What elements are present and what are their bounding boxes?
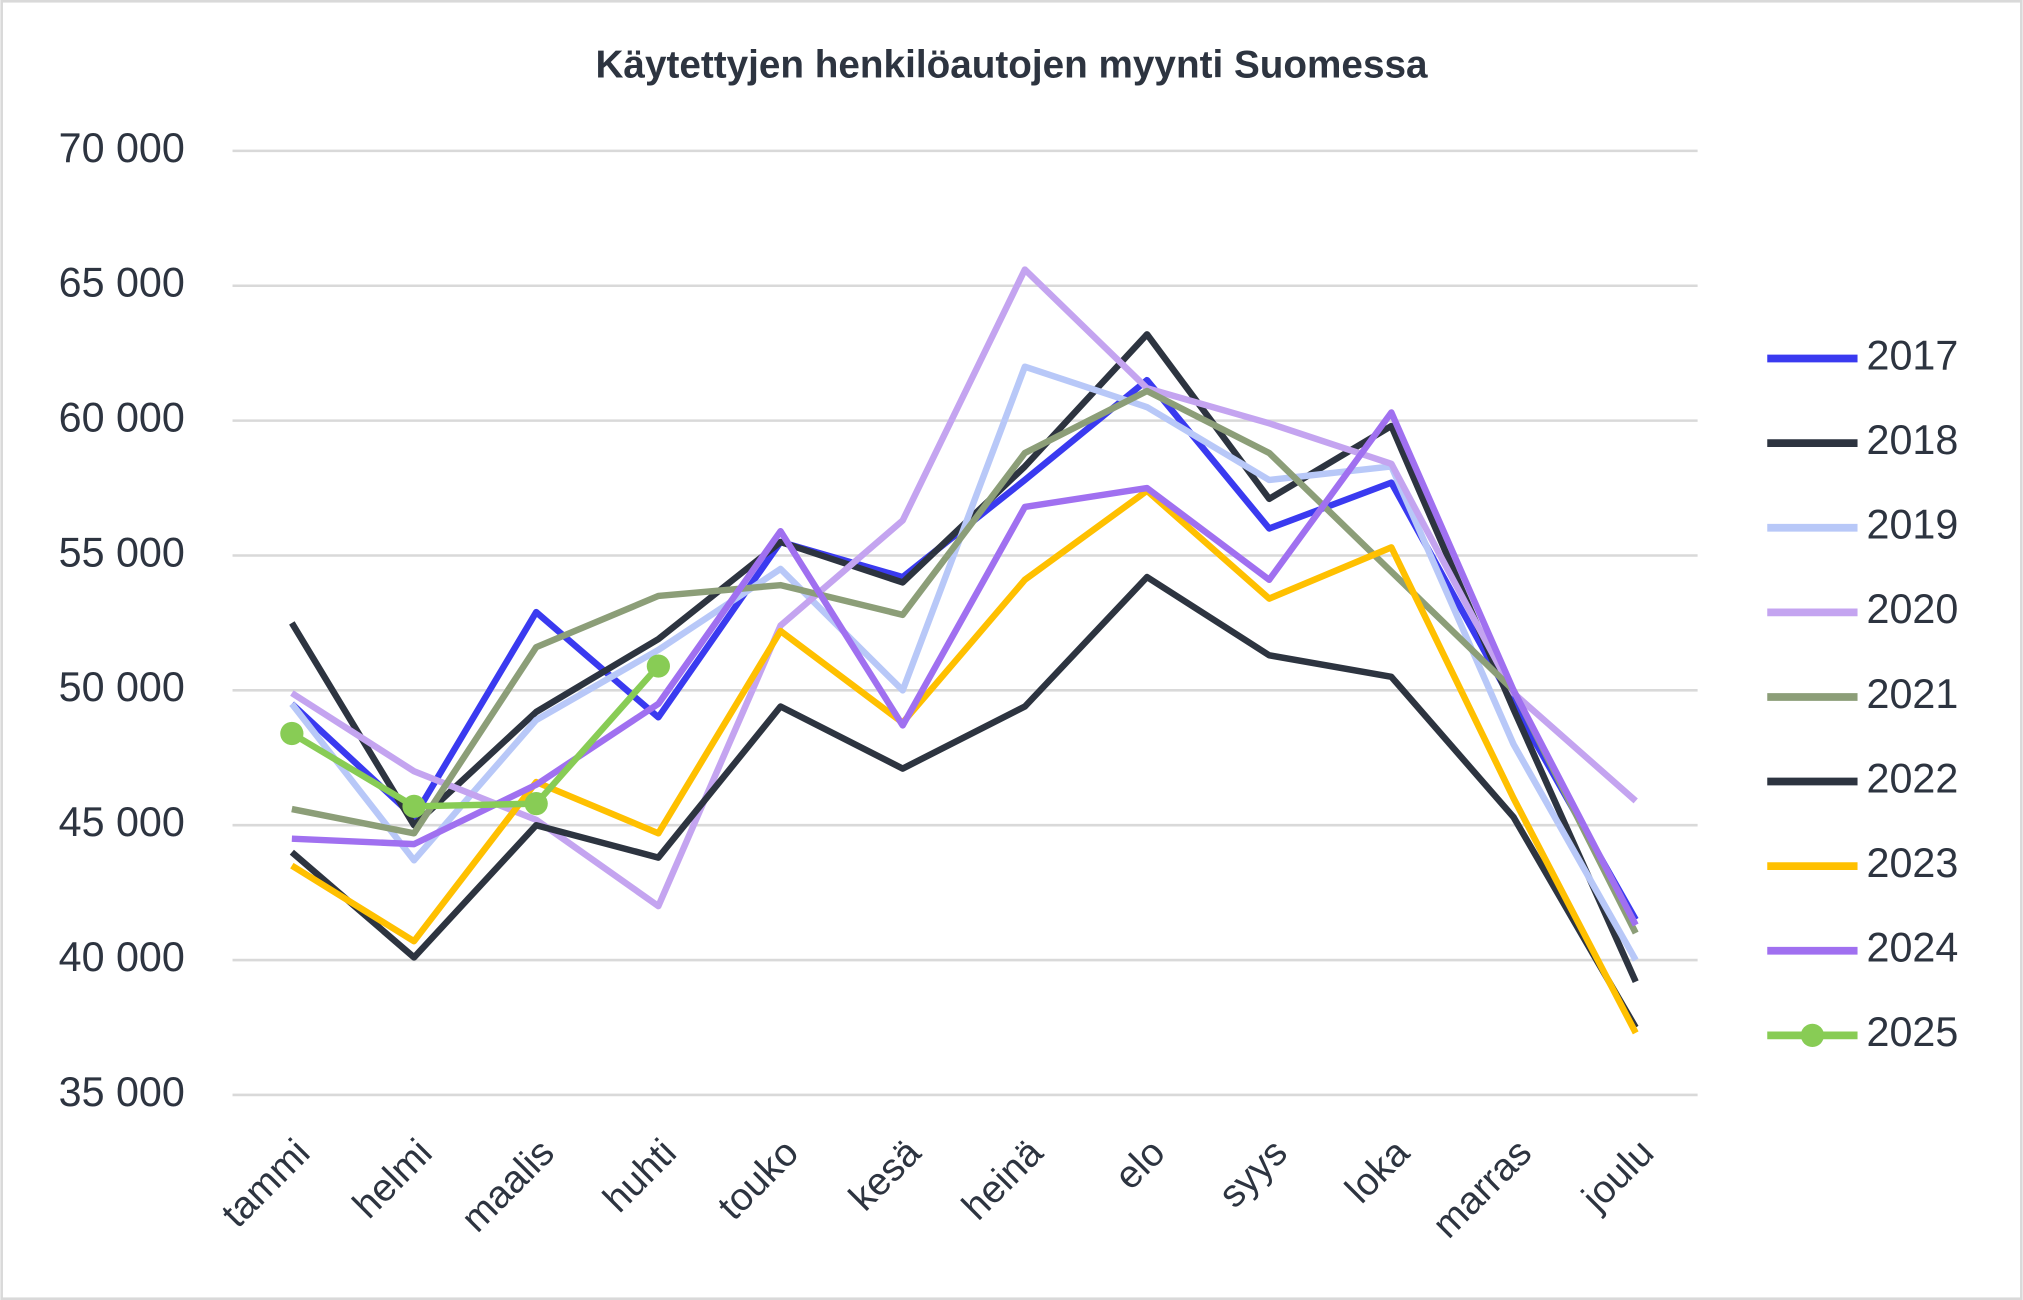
- series-line: [290, 487, 1639, 1035]
- series-line: [290, 663, 661, 810]
- legend-label: 2021: [1867, 671, 1959, 717]
- legend-marker: [1800, 1023, 1824, 1047]
- y-tick-label: 70 000: [59, 125, 185, 171]
- series-line: [289, 573, 1639, 1030]
- series-marker: [402, 794, 426, 818]
- legend-label: 2024: [1867, 925, 1959, 971]
- legend-label: 2025: [1867, 1009, 1959, 1055]
- legend-label: 2022: [1867, 755, 1959, 801]
- legend-label: 2019: [1867, 502, 1959, 548]
- y-tick-label: 55 000: [59, 529, 185, 575]
- y-tick-label: 65 000: [59, 260, 185, 306]
- legend-label: 2018: [1867, 417, 1959, 463]
- series-marker: [280, 721, 304, 746]
- series-marker: [524, 792, 548, 816]
- legend-label: 2023: [1867, 840, 1959, 886]
- y-tick-label: 60 000: [59, 395, 185, 441]
- legend-label: 2020: [1867, 586, 1959, 632]
- series-line: [289, 363, 1639, 962]
- chart-title: Käytettyjen henkilöautojen myynti Suomes…: [595, 43, 1427, 86]
- y-tick-label: 45 000: [59, 799, 185, 845]
- y-tick-label: 35 000: [59, 1069, 185, 1115]
- y-tick-label: 40 000: [59, 934, 185, 980]
- legend-label: 2017: [1867, 332, 1959, 378]
- series-marker: [646, 654, 670, 678]
- series-line: [291, 409, 1639, 927]
- y-tick-label: 50 000: [59, 664, 185, 710]
